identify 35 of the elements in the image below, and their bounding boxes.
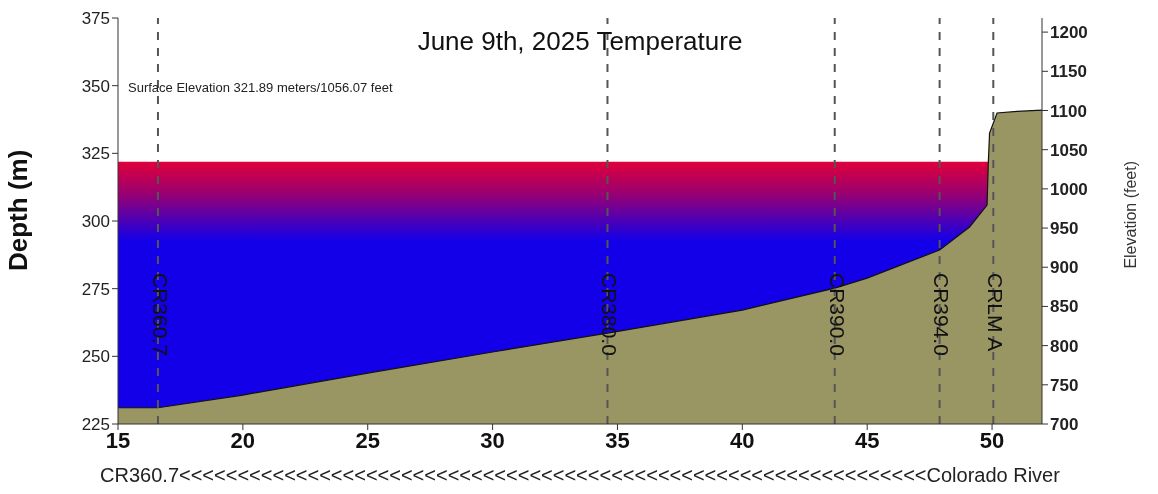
- y2-tick-label: 700: [1050, 415, 1079, 435]
- y2-tick-label: 1100: [1050, 101, 1087, 121]
- y-tick-label: 225: [81, 415, 110, 435]
- x-tick-label: 35: [605, 427, 630, 453]
- y2-tick-label: 1000: [1050, 179, 1088, 199]
- x-tick-label: 45: [854, 427, 880, 453]
- y2-tick-label: 1050: [1050, 140, 1088, 160]
- y-tick-label: 300: [81, 212, 110, 232]
- y2-tick-label: 900: [1050, 258, 1079, 278]
- y2-axis-title: Elevation (feet): [1121, 161, 1139, 269]
- chart-title: June 9th, 2025 Temperature: [416, 26, 744, 57]
- y-tick-label: 325: [81, 144, 110, 164]
- ref-line-label: CRLM A: [984, 273, 1008, 352]
- ref-line-label: CR360.7: [148, 273, 172, 356]
- y-tick-label: 275: [81, 279, 110, 299]
- x-tick-label: 25: [355, 427, 380, 453]
- annotation: Surface Elevation 321.89 meters/1056.07 feet: [128, 80, 393, 95]
- y-axis-title: Depth (m): [3, 149, 34, 271]
- y2-tick-label: 950: [1050, 219, 1079, 239]
- x-tick-label: 40: [730, 427, 755, 453]
- y2-tick-label: 1200: [1050, 23, 1088, 43]
- y2-tick-label: 750: [1050, 375, 1079, 395]
- y-tick-label: 375: [81, 9, 110, 29]
- x-tick-label: 50: [979, 427, 1005, 453]
- x-axis-title: CR360.7<<<<<<<<<<<<<<<<<<<<<<<<<<<<<<<<<<<<<<<<<<<<<<<<<<<<<<<<<<<<<<<<Colorado River: [100, 464, 1061, 486]
- ref-line-label: CR394.0: [930, 273, 954, 356]
- x-tick-label: 20: [230, 427, 256, 453]
- ref-line-label: CR390.0: [825, 273, 849, 356]
- x-tick-label: 30: [480, 427, 505, 453]
- y2-tick-label: 800: [1050, 336, 1079, 356]
- y2-tick-label: 1150: [1050, 62, 1087, 82]
- y2-tick-label: 850: [1050, 297, 1079, 317]
- ref-line-label: CR380.0: [598, 273, 622, 356]
- y-tick-label: 350: [81, 76, 110, 96]
- y-tick-label: 250: [81, 347, 110, 367]
